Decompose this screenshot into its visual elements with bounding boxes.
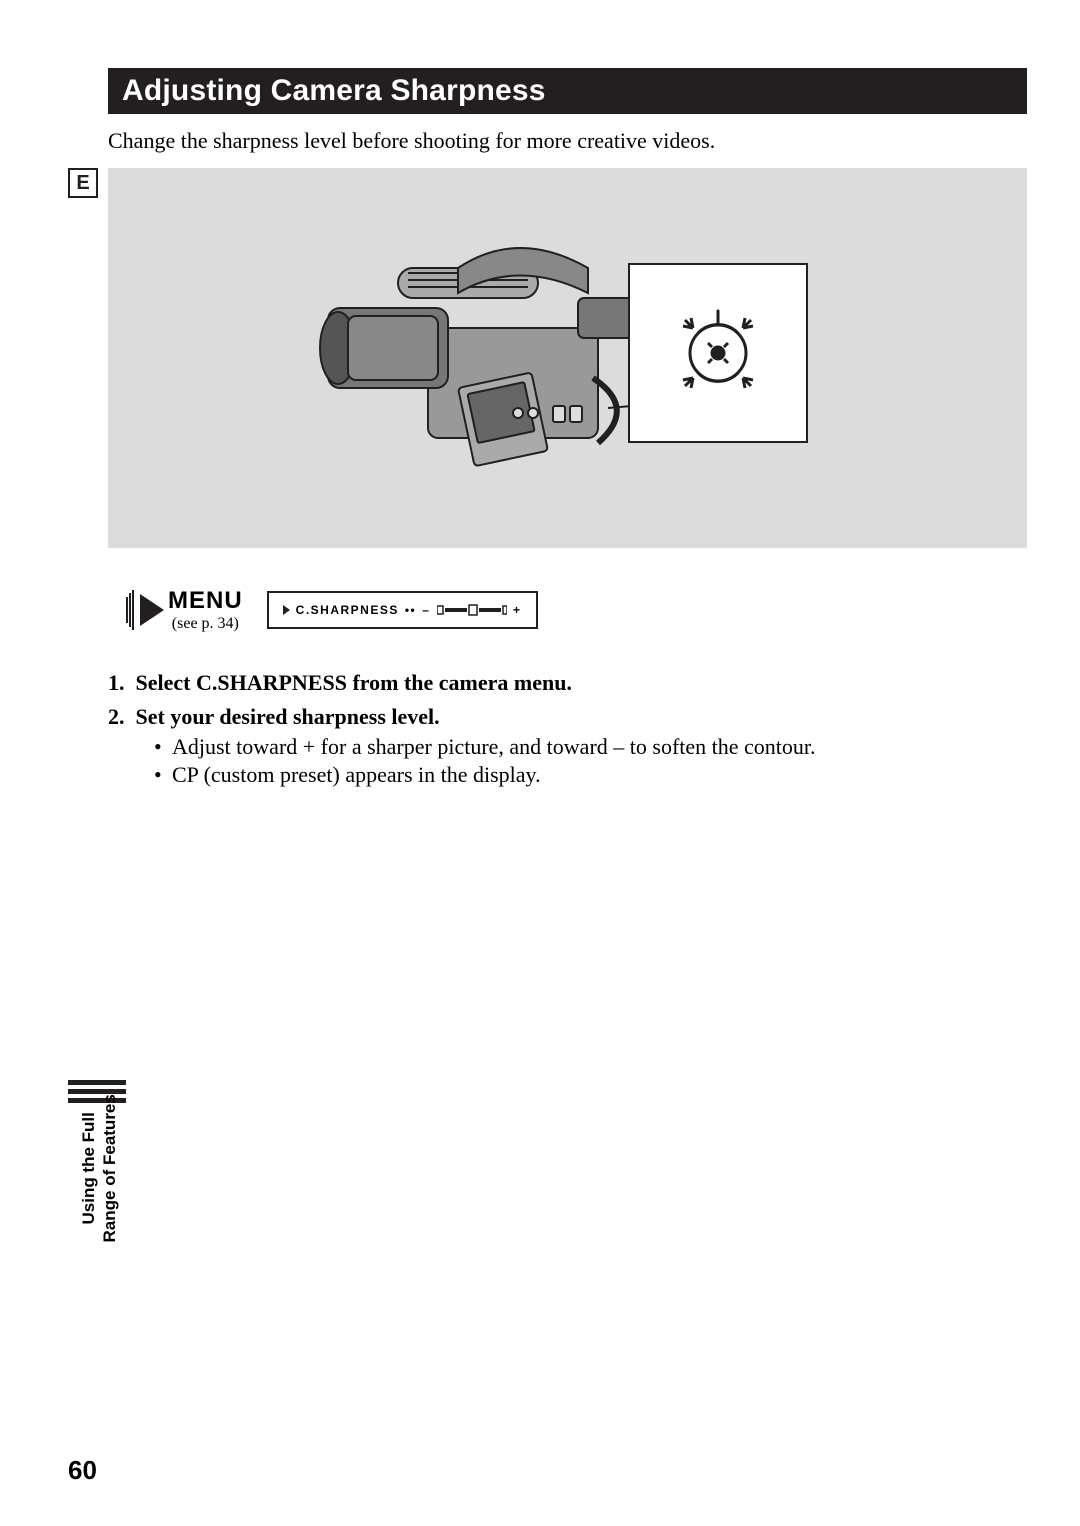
step-1-num: 1. (108, 670, 125, 695)
step-2-bullet-1: Adjust toward + for a sharper picture, a… (154, 734, 988, 760)
step-2-bullets: Adjust toward + for a sharper picture, a… (154, 734, 988, 788)
step-1: 1. Select C.SHARPNESS from the camera me… (108, 670, 988, 696)
menu-row: MENU (see p. 34) C.SHARPNESS •• – + (126, 575, 538, 645)
manual-page: Adjusting Camera Sharpness Change the sh… (0, 0, 1080, 1526)
illustration-block (108, 168, 1027, 548)
language-badge-letter: E (76, 172, 89, 195)
menu-label: MENU (168, 587, 243, 615)
step-2-num: 2. (108, 704, 125, 729)
slider-icon (437, 604, 507, 616)
menu-text-block: MENU (see p. 34) (168, 587, 243, 633)
steps-list: 1. Select C.SHARPNESS from the camera me… (108, 670, 988, 796)
menu-setting-box: C.SHARPNESS •• – + (267, 591, 538, 629)
menu-box-arrow-icon (283, 605, 290, 615)
section-title-bar: Adjusting Camera Sharpness (108, 68, 1027, 114)
play-triangle-icon (140, 594, 164, 626)
intro-text: Change the sharpness level before shooti… (108, 128, 715, 154)
camera-svg (308, 208, 648, 508)
language-badge: E (68, 168, 98, 198)
step-2-heading: 2. Set your desired sharpness level. (108, 704, 988, 730)
side-tab-line1: Using the Full (79, 1112, 98, 1224)
menu-ref: (see p. 34) (168, 615, 243, 633)
step-1-heading: 1. Select C.SHARPNESS from the camera me… (108, 670, 988, 696)
page-number: 60 (68, 1455, 97, 1486)
section-title-text: Adjusting Camera Sharpness (122, 74, 546, 108)
step-2: 2. Set your desired sharpness level. Adj… (108, 704, 988, 788)
menu-setting-dots: •• (405, 603, 416, 617)
menu-setting-label: C.SHARPNESS (296, 603, 399, 617)
slider-minus: – (422, 603, 431, 617)
dial-icon (658, 293, 778, 413)
step-1-text: Select C.SHARPNESS from the camera menu. (136, 670, 572, 695)
camera-illustration (308, 208, 648, 508)
step-2-text: Set your desired sharpness level. (136, 704, 440, 729)
slider-plus: + (513, 603, 522, 617)
side-tab-line2: Range of Features (100, 1094, 119, 1242)
section-side-tab: Using the Full Range of Features (68, 1080, 128, 1280)
menu-decor-bars (126, 588, 134, 632)
side-tab-text: Using the Full Range of Features (78, 920, 121, 1120)
step-2-bullet-2: CP (custom preset) appears in the displa… (154, 762, 988, 788)
callout-box (628, 263, 808, 443)
